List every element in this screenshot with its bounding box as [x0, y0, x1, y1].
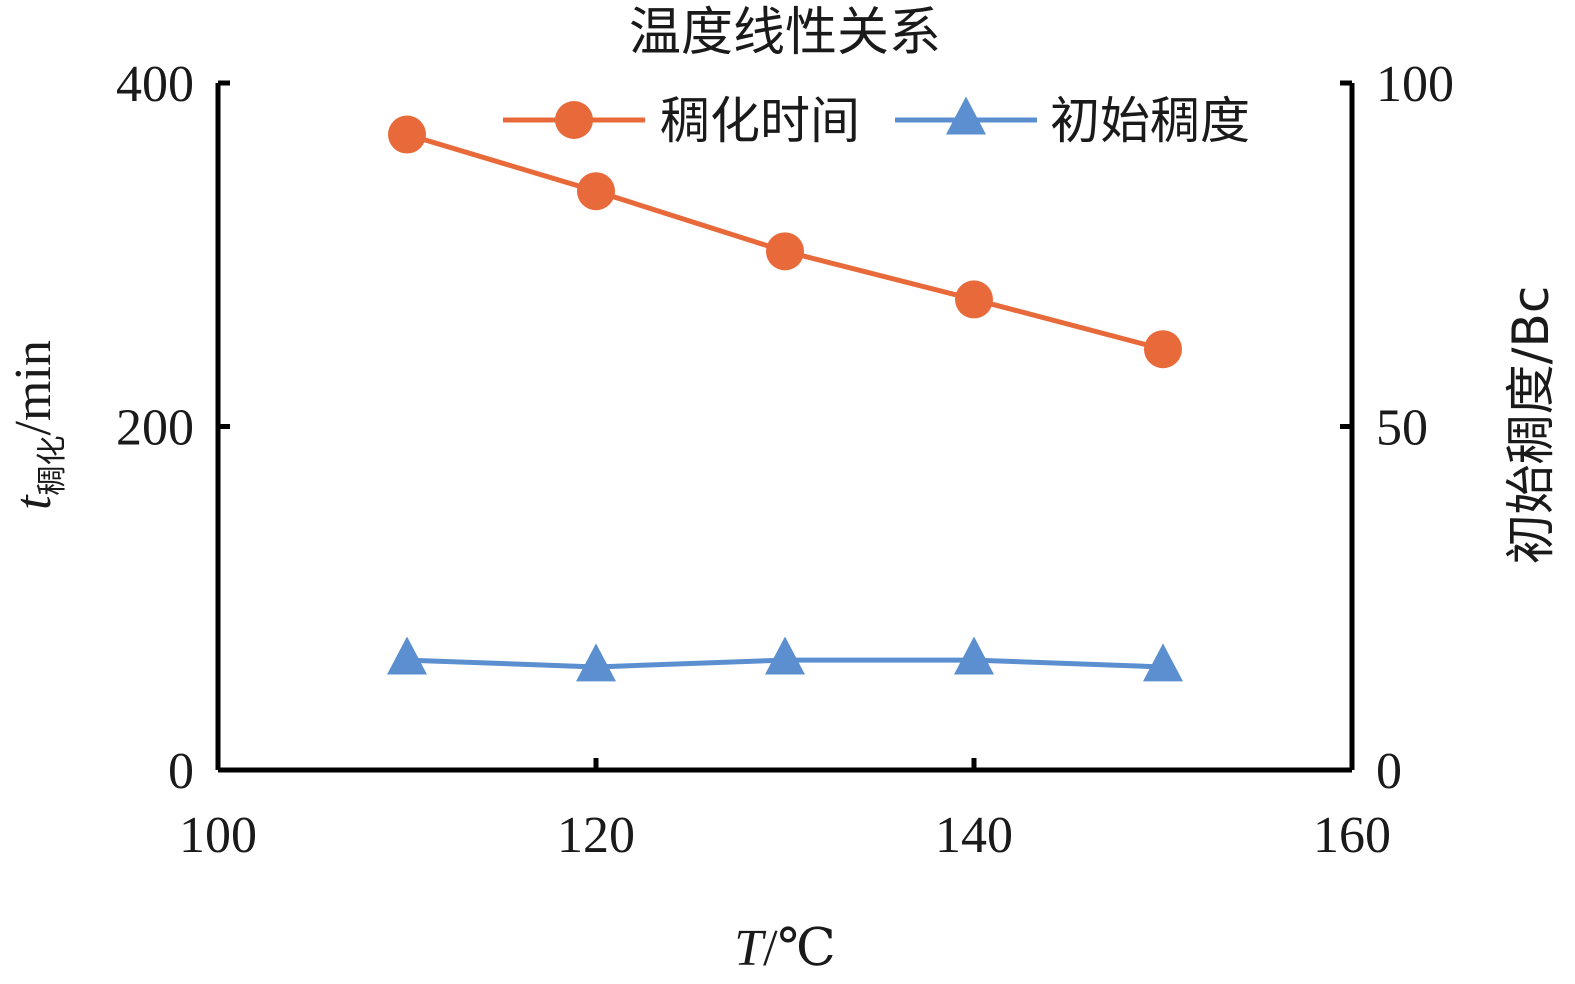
x-tick-label: 140: [935, 807, 1013, 864]
data-point-thickening-time: [766, 232, 804, 271]
x-axis-variable: T: [734, 920, 766, 977]
x-axis-title: T/℃: [734, 920, 836, 977]
data-point-initial-consistency: [387, 636, 427, 675]
x-tick-label: 120: [557, 807, 635, 864]
series-layer: [387, 115, 1183, 682]
right-y-tick-label: 0: [1376, 743, 1402, 800]
left-y-axis-title: t稠化/min: [5, 340, 70, 510]
left-y-tick-label: 400: [116, 56, 194, 113]
left-y-axis-subscript: 稠化: [35, 435, 70, 495]
left-y-axis-unit: /min: [5, 340, 62, 435]
left-y-tick-label: 200: [116, 400, 194, 457]
data-point-thickening-time: [955, 280, 993, 319]
right-y-tick-label: 100: [1376, 56, 1454, 113]
legend-item-initial-consistency: 初始稠度: [895, 92, 1250, 150]
legend: 稠化时间 初始稠度: [503, 92, 1250, 150]
x-tick-label: 100: [179, 807, 257, 864]
x-tick-label: 160: [1313, 807, 1391, 864]
series-thickening-time: [388, 115, 1182, 369]
x-axis-ticks: 100 120 140 160: [179, 758, 1391, 864]
legend-label-thickening-time: 稠化时间: [660, 92, 860, 150]
data-point-initial-consistency: [765, 636, 805, 675]
data-point-initial-consistency: [576, 643, 616, 682]
series-initial-consistency: [387, 636, 1183, 682]
data-point-initial-consistency: [1143, 643, 1183, 682]
left-y-tick-label: 0: [168, 743, 194, 800]
legend-item-thickening-time: 稠化时间: [503, 92, 860, 150]
data-point-initial-consistency: [954, 636, 994, 675]
legend-marker-initial-consistency: [946, 96, 986, 135]
right-y-axis-ticks: 0 50 100: [1340, 56, 1454, 800]
right-y-tick-label: 50: [1376, 400, 1428, 457]
legend-marker-thickening-time: [555, 101, 593, 139]
data-point-thickening-time: [388, 115, 426, 154]
right-y-axis-title: 初始稠度/Bc: [1502, 286, 1560, 565]
left-y-axis-ticks: 0 200 400: [116, 56, 230, 800]
data-point-thickening-time: [577, 172, 615, 211]
chart-title: 温度线性关系: [629, 3, 941, 63]
x-axis-unit: /℃: [763, 920, 836, 977]
legend-label-initial-consistency: 初始稠度: [1050, 92, 1250, 150]
left-y-axis-variable: t: [5, 494, 62, 510]
data-point-thickening-time: [1144, 330, 1182, 369]
